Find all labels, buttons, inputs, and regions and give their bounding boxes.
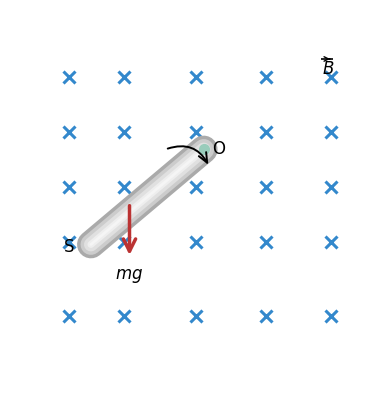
Text: $B$: $B$ bbox=[322, 61, 334, 79]
Text: $mg$: $mg$ bbox=[115, 267, 144, 285]
FancyArrowPatch shape bbox=[168, 146, 207, 163]
Text: S: S bbox=[64, 239, 75, 257]
Text: O: O bbox=[213, 140, 226, 158]
